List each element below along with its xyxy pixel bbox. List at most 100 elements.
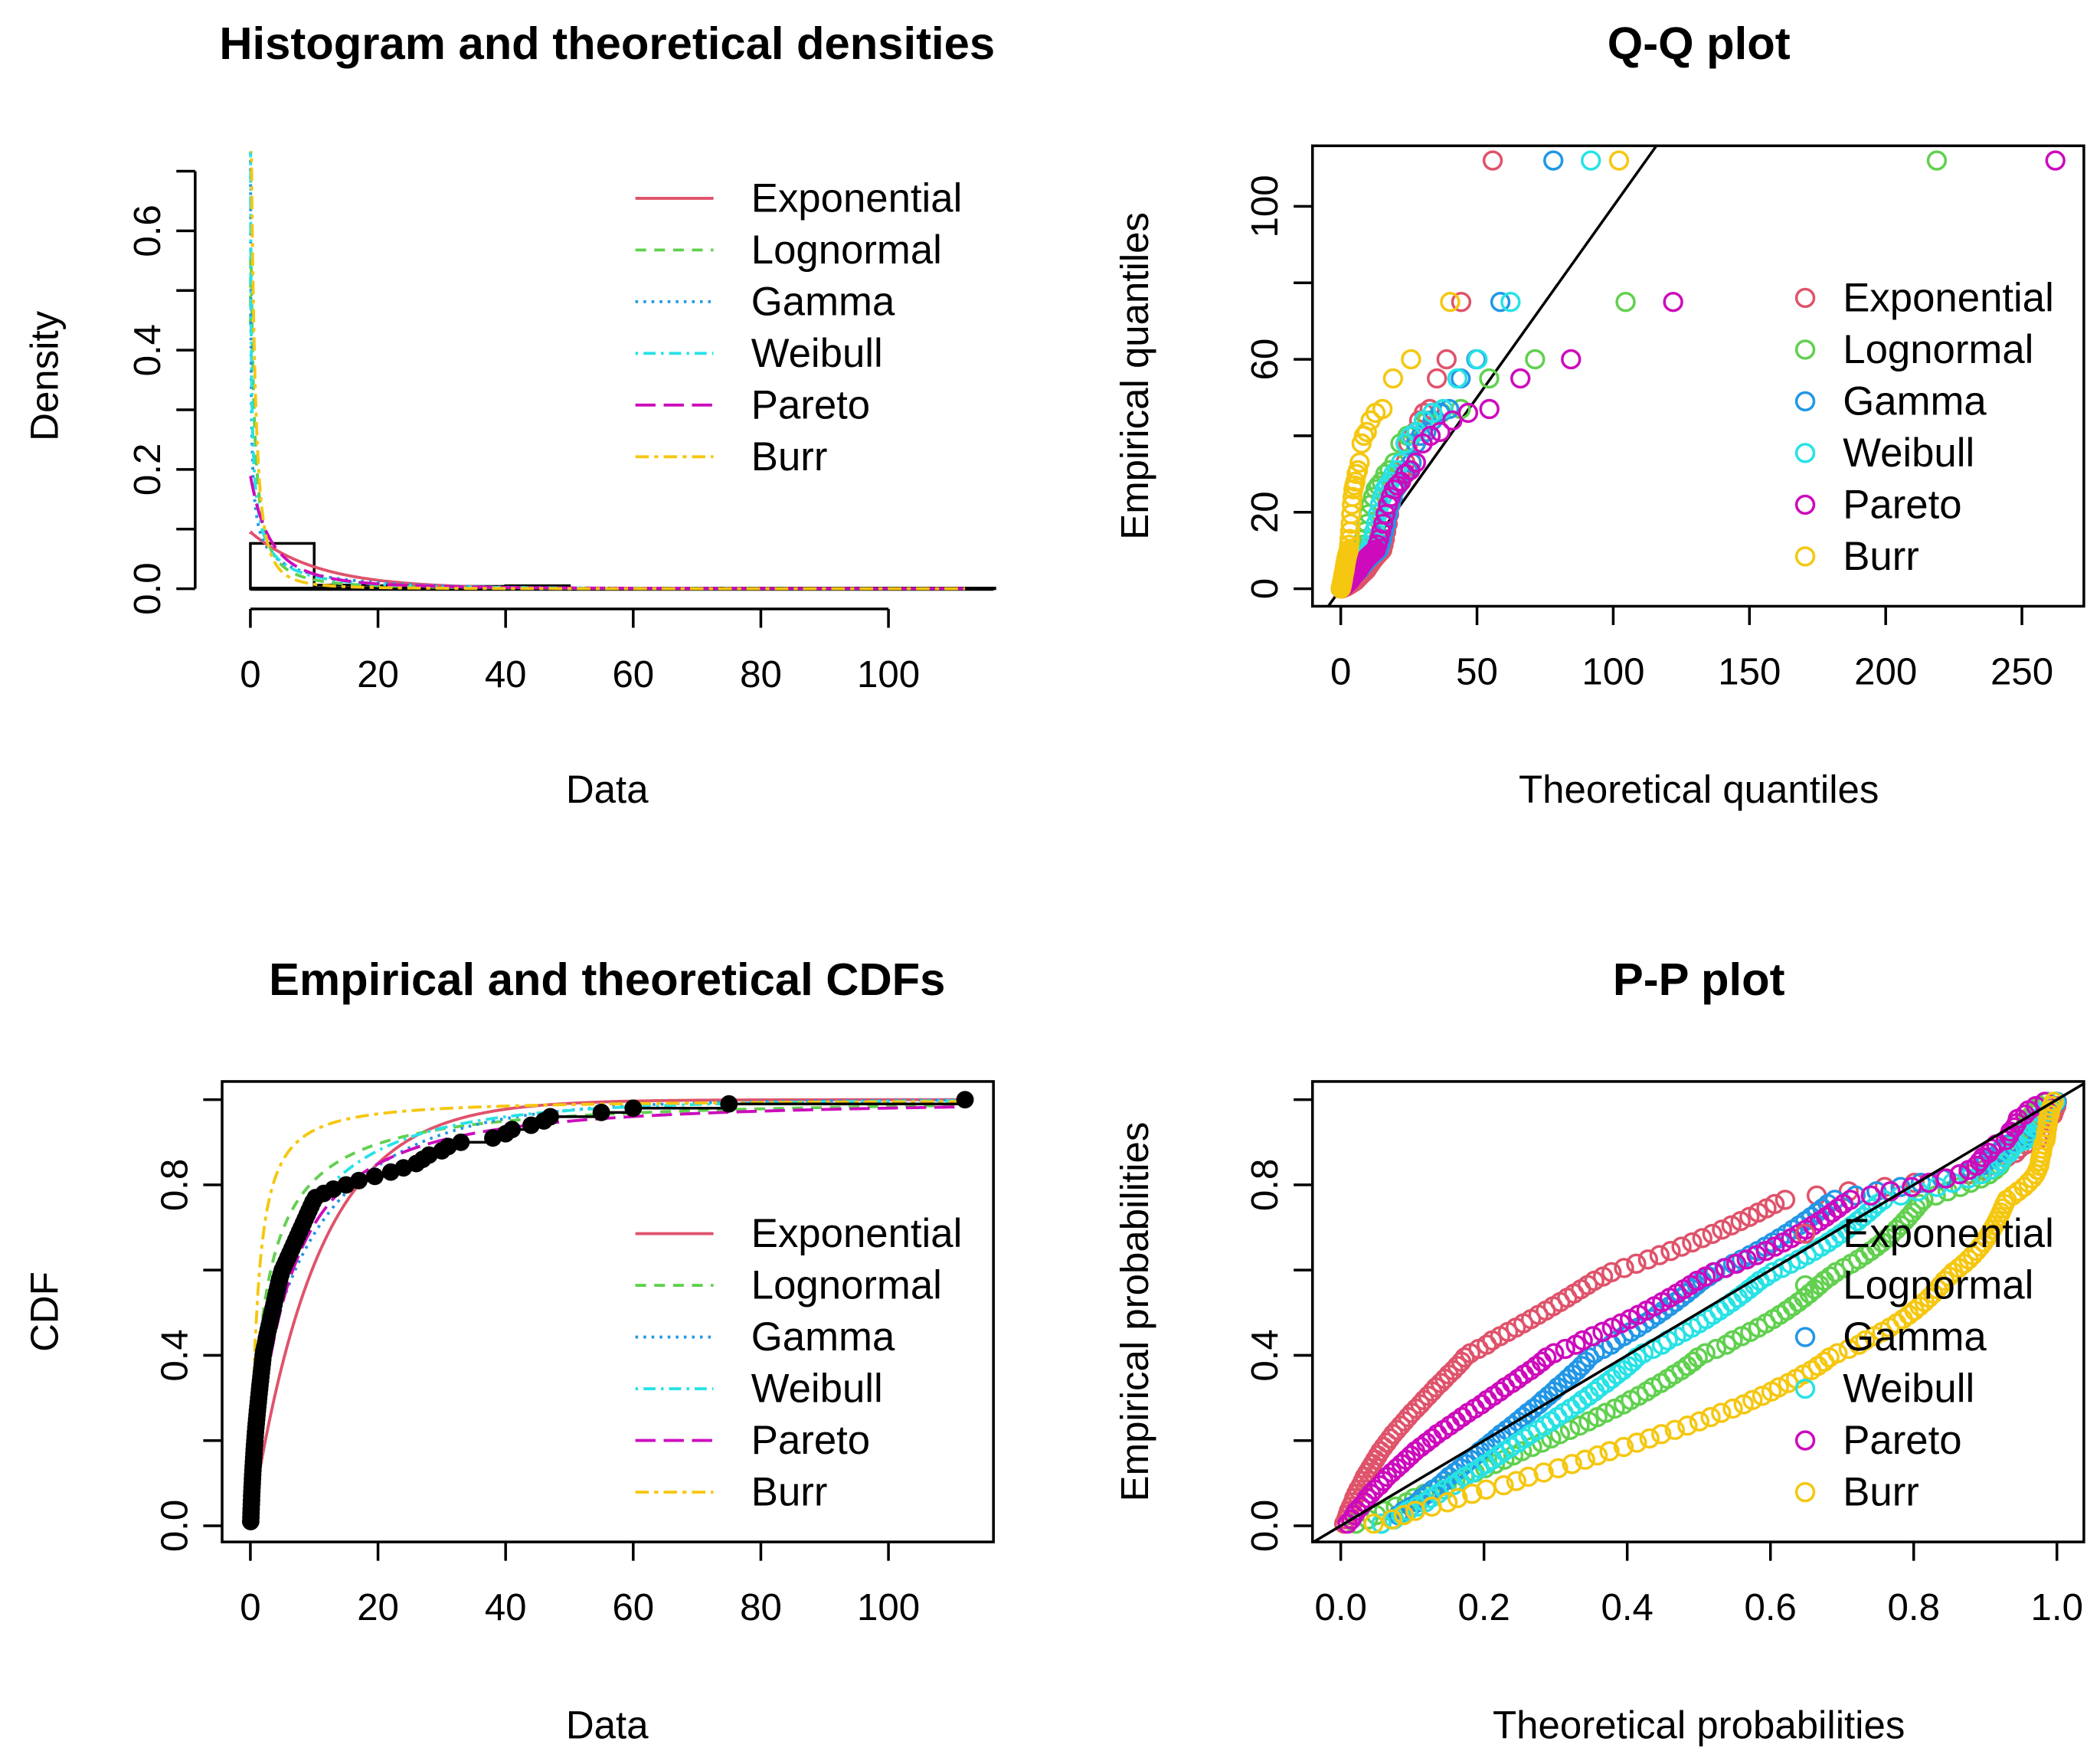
plot-area [1326, 146, 2066, 607]
ecdf-point [592, 1103, 610, 1121]
pp-point-pareto [1715, 1258, 1735, 1278]
y-tick-label: 0 [1244, 578, 1286, 599]
qq-point-burr [1340, 513, 1361, 534]
pp-point-pareto [1703, 1262, 1724, 1283]
x-tick-label: 0.8 [1888, 1586, 1940, 1628]
pp-point-burr [1752, 1386, 1773, 1406]
legend-label: Gamma [1843, 378, 1987, 424]
plot-frame [221, 1080, 995, 1543]
pp-point-burr [1711, 1402, 1732, 1423]
legend-label: Weibull [751, 331, 883, 376]
legend-label: Weibull [1843, 430, 1974, 476]
pp-point-lognormal [1695, 1343, 1716, 1363]
x-tick-label: 250 [1990, 650, 2053, 692]
y-tick-label: 0.6 [126, 205, 168, 257]
cdf-curve-burr [249, 1100, 966, 1522]
pp-point-burr [1722, 1398, 1743, 1419]
qq-point-pareto [1457, 402, 1479, 424]
panel-pp-plot: P-P plot Theoretical probabilities Empiric… [1113, 954, 2085, 1747]
pp-point-burr [1562, 1454, 1582, 1474]
y-axis-label: Density [23, 310, 67, 440]
qq-point-burr [1372, 398, 1393, 420]
pp-point-exponential [1682, 1232, 1703, 1253]
legend-label: Lognormal [1843, 327, 2033, 372]
ecdf-point [365, 1167, 384, 1186]
x-tick-label: 0.2 [1457, 1586, 1510, 1628]
x-tick-label: 150 [1718, 650, 1781, 692]
x-axis-label: Theoretical probabilities [1493, 1704, 1905, 1747]
pp-point-burr [1768, 1376, 1789, 1398]
qq-point-burr [1608, 150, 1630, 171]
pp-point-burr [1838, 1338, 1860, 1360]
legend-label: Pareto [1843, 482, 1961, 527]
legend-marker-weibull [1794, 1378, 1816, 1399]
density-curve-burr [250, 151, 966, 591]
pp-point-lognormal [1559, 1419, 1581, 1440]
pp-point-exponential [1692, 1228, 1712, 1249]
qq-point-pareto [1442, 410, 1463, 431]
pp-point-burr [1627, 1432, 1647, 1453]
legend-label: Gamma [751, 279, 895, 324]
legend: Exponential Lognormal Gamma Weibull Pareto Bu… [1794, 1211, 2054, 1515]
pp-point-burr [2043, 1092, 2064, 1112]
x-tick-label: 80 [740, 653, 782, 695]
pp-point-burr [1664, 1419, 1686, 1440]
panel-qq-plot: Q-Q plot Theoretical quantiles Empirical q… [1113, 18, 2085, 811]
x-axis-label: Theoretical quantiles [1519, 767, 1879, 811]
y-tick-label: 0.8 [1244, 1159, 1286, 1211]
qq-point-weibull [1581, 150, 1601, 171]
pp-point-burr [1677, 1416, 1698, 1436]
pp-point-burr [1548, 1458, 1568, 1479]
legend: Exponential Lognormal Gamma Weibull Pareto Bu… [1794, 275, 2054, 579]
chart-title: Q-Q plot [1608, 18, 1791, 69]
qq-point-pareto [1430, 421, 1451, 443]
pp-point-pareto [1572, 1330, 1593, 1351]
x-tick-label: 0.4 [1601, 1586, 1653, 1628]
x-tick-label: 60 [612, 1586, 654, 1628]
pp-point-burr [1506, 1471, 1527, 1491]
legend-marker-gamma [1794, 1327, 1816, 1347]
pp-point-pareto [1736, 1249, 1757, 1270]
qq-point-pareto [1405, 452, 1427, 473]
qq-point-burr [1342, 494, 1362, 515]
qq-point-gamma [1543, 150, 1564, 171]
ecdf-point [624, 1099, 643, 1118]
pp-point-burr [1382, 1509, 1402, 1530]
chart-title: P-P plot [1613, 954, 1785, 1005]
pp-point-exponential [1601, 1262, 1622, 1283]
y-tick-label: 0.0 [126, 562, 168, 614]
pp-point-pareto [1592, 1321, 1613, 1343]
qq-point-burr [1356, 421, 1377, 443]
ecdf-point [720, 1095, 738, 1113]
pp-point-pareto [1601, 1317, 1622, 1338]
qq-point-weibull [1422, 402, 1443, 424]
qq-point-lognormal [1926, 150, 1948, 171]
legend-label: Burr [1843, 534, 1919, 579]
qq-point-pareto [1395, 463, 1416, 485]
y-axis-label: Empirical probabilities [1113, 1122, 1156, 1502]
pp-point-lognormal [1706, 1338, 1727, 1360]
qq-point-exponential [1436, 349, 1457, 370]
pp-point-pareto [1508, 1368, 1529, 1389]
x-tick-label: 60 [612, 653, 654, 695]
y-tick-label: 0.2 [126, 443, 168, 496]
qq-point-exponential [1419, 398, 1440, 420]
y-tick-label: 20 [1244, 491, 1286, 533]
pp-point-burr [1363, 1514, 1384, 1534]
legend-label: Exponential [751, 1211, 963, 1256]
qq-point-pareto [2045, 150, 2066, 171]
qq-point-burr [1345, 471, 1366, 493]
qq-point-weibull [1500, 292, 1521, 313]
pp-point-pareto [1582, 1326, 1604, 1347]
pp-point-weibull [1762, 1262, 1783, 1283]
pp-point-lognormal [1722, 1330, 1743, 1351]
pp-point-pareto [1451, 1406, 1473, 1428]
pp-point-pareto [1543, 1343, 1565, 1363]
chart-title: Empirical and theoretical CDFs [269, 954, 945, 1005]
legend-label: Pareto [1843, 1418, 1961, 1463]
qq-point-burr [1401, 349, 1421, 370]
pp-point-lognormal [1595, 1402, 1616, 1423]
qq-point-burr [1342, 486, 1363, 507]
density-curve-exponential [249, 530, 966, 591]
x-tick-label: 1.0 [2031, 1586, 2083, 1628]
